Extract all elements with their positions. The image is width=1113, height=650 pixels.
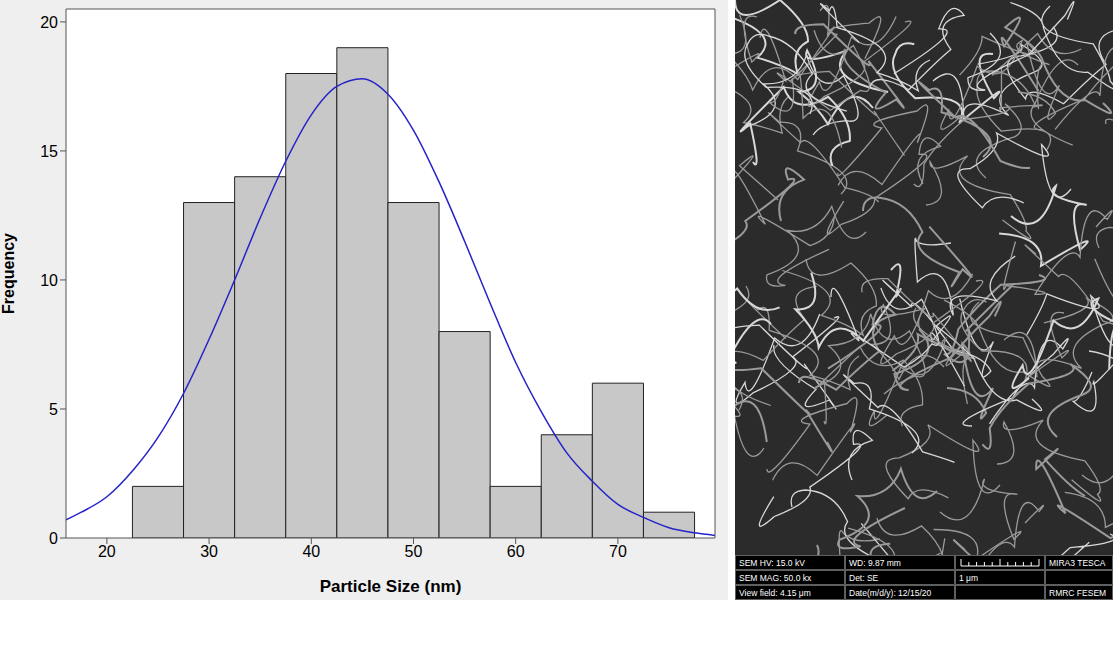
svg-text:50: 50 [405,543,423,560]
svg-text:SEM HV: 15.0 kV: SEM HV: 15.0 kV [739,558,805,568]
svg-text:60: 60 [507,543,525,560]
svg-text:10: 10 [40,272,58,289]
svg-text:View field: 4.15 μm: View field: 4.15 μm [739,588,811,598]
svg-text:5: 5 [49,401,58,418]
svg-text:Date(m/d/y): 12/15/20: Date(m/d/y): 12/15/20 [849,588,931,598]
svg-text:20: 20 [40,14,58,31]
svg-text:MIRA3 TESCA: MIRA3 TESCA [1049,558,1106,568]
svg-text:RMRC FESEM: RMRC FESEM [1049,588,1106,598]
svg-text:40: 40 [302,543,320,560]
svg-text:15: 15 [40,143,58,160]
svg-text:SEM MAG: 50.0 kx: SEM MAG: 50.0 kx [739,573,812,583]
svg-text:0: 0 [49,530,58,547]
svg-text:Particle Size (nm): Particle Size (nm) [320,577,462,596]
svg-text:Frequency: Frequency [0,233,17,314]
svg-text:30: 30 [200,543,218,560]
svg-text:WD: 9.87 mm: WD: 9.87 mm [849,558,901,568]
svg-text:1 μm: 1 μm [959,573,978,583]
svg-text:Det: SE: Det: SE [849,573,879,583]
svg-text:70: 70 [609,543,627,560]
svg-text:20: 20 [98,543,116,560]
